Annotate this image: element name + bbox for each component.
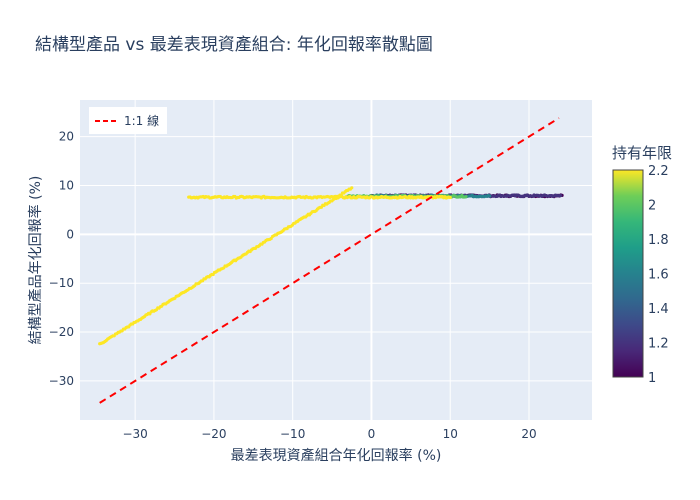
x-tick-label: −10: [280, 427, 305, 441]
y-axis-label: 結構型產品年化回報率 (%): [27, 176, 44, 345]
chart-title: 結構型產品 vs 最差表現資產組合: 年化回報率散點圖: [35, 35, 433, 55]
y-tick-label: −10: [49, 276, 74, 290]
data-point: [350, 186, 354, 190]
data-point: [448, 195, 452, 200]
colorbar-ticks: 1 1.2 1.4 1.6 1.8 2 2.2: [648, 164, 669, 386]
y-tick-label: 20: [59, 130, 74, 144]
data-point: [464, 195, 468, 199]
x-axis-ticks: −30 −20 −10 0 10 20: [122, 427, 536, 441]
data-points: [98, 186, 564, 346]
legend-entry: 1:1 線: [124, 113, 159, 128]
colorbar-tick-label: 1: [648, 371, 656, 386]
legend: 1:1 線: [89, 107, 167, 134]
y-tick-label: −30: [49, 374, 74, 388]
y-tick-label: 10: [59, 178, 74, 192]
colorbar-tick-label: 2: [648, 199, 656, 214]
colorbar-tick-label: 1.6: [648, 268, 669, 283]
y-tick-label: −20: [49, 325, 74, 339]
y-axis-ticks: −30 −20 −10 0 10 20: [49, 130, 74, 388]
reference-line: [99, 117, 560, 404]
colorbar-tick-label: 1.2: [648, 337, 669, 352]
x-tick-label: 20: [521, 427, 536, 441]
legend-box: [89, 107, 167, 134]
grid-lines: [80, 100, 592, 420]
colorbar-tick-label: 2.2: [648, 164, 669, 179]
x-axis-label: 最差表現資產組合年化回報率 (%): [231, 447, 442, 464]
data-point: [488, 194, 492, 198]
colorbar-gradient: [612, 169, 644, 378]
x-tick-label: 0: [368, 427, 376, 441]
colorbar-title: 持有年限: [612, 144, 672, 162]
plot-background: [80, 100, 592, 420]
colorbar-tick-label: 1.4: [648, 302, 669, 317]
x-tick-label: −30: [122, 427, 147, 441]
colorbar: 持有年限 1 1.2 1.4 1.6 1.8 2 2.2: [612, 144, 672, 386]
colorbar-tick-label: 1.8: [648, 233, 669, 248]
x-tick-label: −20: [201, 427, 226, 441]
y-tick-label: 0: [66, 227, 74, 241]
data-point: [558, 193, 563, 198]
x-tick-label: 10: [443, 427, 458, 441]
